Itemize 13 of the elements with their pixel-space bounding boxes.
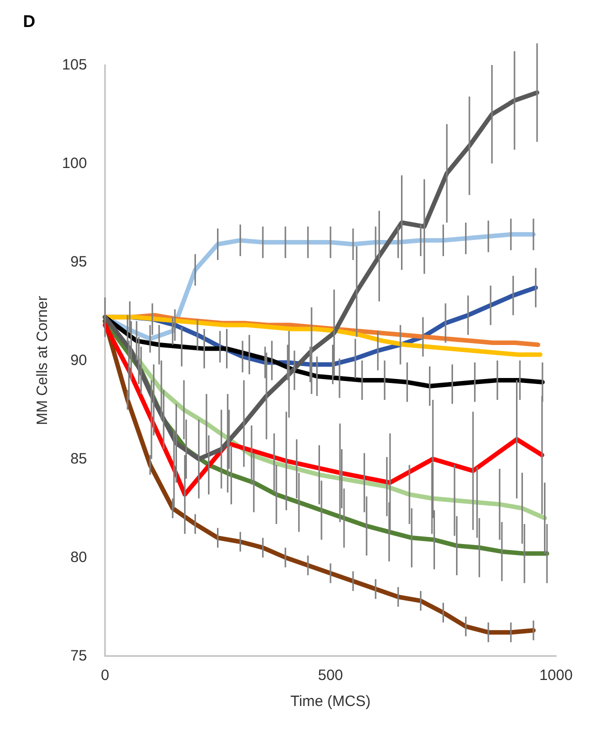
y-tick-label: 80 [70, 549, 87, 566]
y-tick-label: 85 [70, 450, 87, 468]
x-tick-label: 1000 [539, 667, 573, 684]
y-tick-label: 95 [70, 254, 87, 270]
y-tick-label: 100 [62, 155, 87, 172]
y-axis-title: MM Cells at Corner [34, 296, 51, 426]
y-tick-label: 90 [70, 352, 87, 369]
x-tick-label: 0 [100, 667, 110, 684]
chart-title: D [23, 12, 36, 31]
x-tick-label: 500 [318, 667, 344, 684]
y-tick-label: 75 [70, 648, 87, 664]
y-tick-label: 105 [62, 56, 87, 74]
x-axis-title: Time (MCS) [290, 693, 371, 710]
